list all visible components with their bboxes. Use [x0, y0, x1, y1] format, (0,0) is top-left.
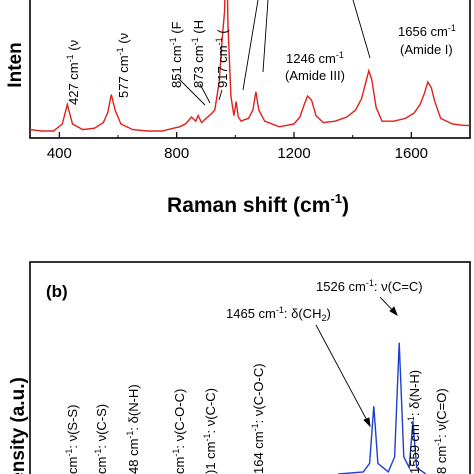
- panel-a-xlabel: Raman shift (cm-1): [167, 191, 349, 217]
- panel-b-arrow-1465: [315, 324, 371, 427]
- panel-b-annotation: cm-1: ν(C-O-C): [171, 389, 187, 474]
- panel-b-arrowhead-1465: [363, 417, 371, 428]
- panel-a-arrow: [218, 89, 223, 101]
- panel-a-plot-frame: [29, 0, 471, 139]
- panel-a-annotation: 851 cm-1 (F: [168, 21, 184, 88]
- panel-a: Inten 400 800 1200 1600 427 cm-1 (ν 577 cm-…: [5, 0, 471, 217]
- panel-b-annotation: )1 cm-1: ν(C-C): [202, 388, 218, 474]
- panel-a-x-tick-label: 1600: [395, 145, 428, 162]
- panel-b-annotation: 164 cm-1: ν(C-O-C): [250, 363, 266, 474]
- panel-b: (b) ensity (a.u.) 1526 cm-1: ν(C=C) 1465…: [8, 261, 471, 474]
- panel-a-annotation: 577 cm-1 (ν: [115, 33, 131, 98]
- panel-a-annotation: (Amide III): [285, 68, 345, 83]
- panel-a-annotation: 1656 cm-1: [398, 23, 456, 39]
- panel-a-annotation: (Amide I): [400, 42, 453, 57]
- panel-a-arrow: [242, 0, 259, 91]
- panel-b-annotation: 8 cm-1: ν(C=O): [433, 388, 449, 474]
- panel-b-annotation: 48 cm-1: δ(N-H): [125, 384, 141, 474]
- panel-b-annotation: cm-1: ν(S-S): [64, 405, 80, 474]
- panel-b-plot-frame: [29, 261, 471, 474]
- panel-b-annotation: 1465 cm-1: δ(CH2): [226, 305, 331, 323]
- panel-a-arrow: [177, 77, 206, 106]
- panel-b-annotation: 1526 cm-1: ν(C=C): [316, 278, 423, 294]
- panel-b-arrows: [315, 296, 398, 428]
- panel-a-arrows: [177, 0, 371, 106]
- panel-b-annotation: cm-1: ν(C-S): [93, 404, 109, 474]
- panel-a-arrow: [199, 83, 211, 104]
- panel-a-arrow: [352, 0, 371, 59]
- panel-a-ylabel-text: Inten: [5, 42, 26, 87]
- panel-a-ylabel: Inten: [5, 42, 26, 87]
- panel-a-x-tick-label: 1200: [277, 145, 310, 162]
- panel-b-arrowhead-1526: [389, 306, 398, 317]
- panel-a-x-tick-label: 800: [164, 145, 189, 162]
- panel-a-x-ticks: [58, 132, 471, 138]
- panel-a-x-tick-label: 400: [47, 145, 72, 162]
- panel-a-x-tick-labels: 400 800 1200 1600: [47, 145, 428, 162]
- panel-b-annotation: 1559 cm-1: δ(N-H): [406, 370, 422, 474]
- panel-b-spectrum-line: [338, 342, 427, 474]
- panel-a-annotation: 427 cm-1 (ν: [65, 40, 81, 105]
- panel-a-arrow: [262, 0, 269, 73]
- panel-a-annotation: 873 cm-1 (H: [190, 20, 206, 88]
- panel-a-annotation: 1246 cm-1: [286, 50, 344, 66]
- panel-b-ylabel: ensity (a.u.): [8, 377, 29, 474]
- panel-b-label: (b): [46, 282, 68, 301]
- panel-a-spectrum-line: [29, 0, 470, 132]
- panel-a-annotation: 917 cm-1 (: [214, 29, 230, 88]
